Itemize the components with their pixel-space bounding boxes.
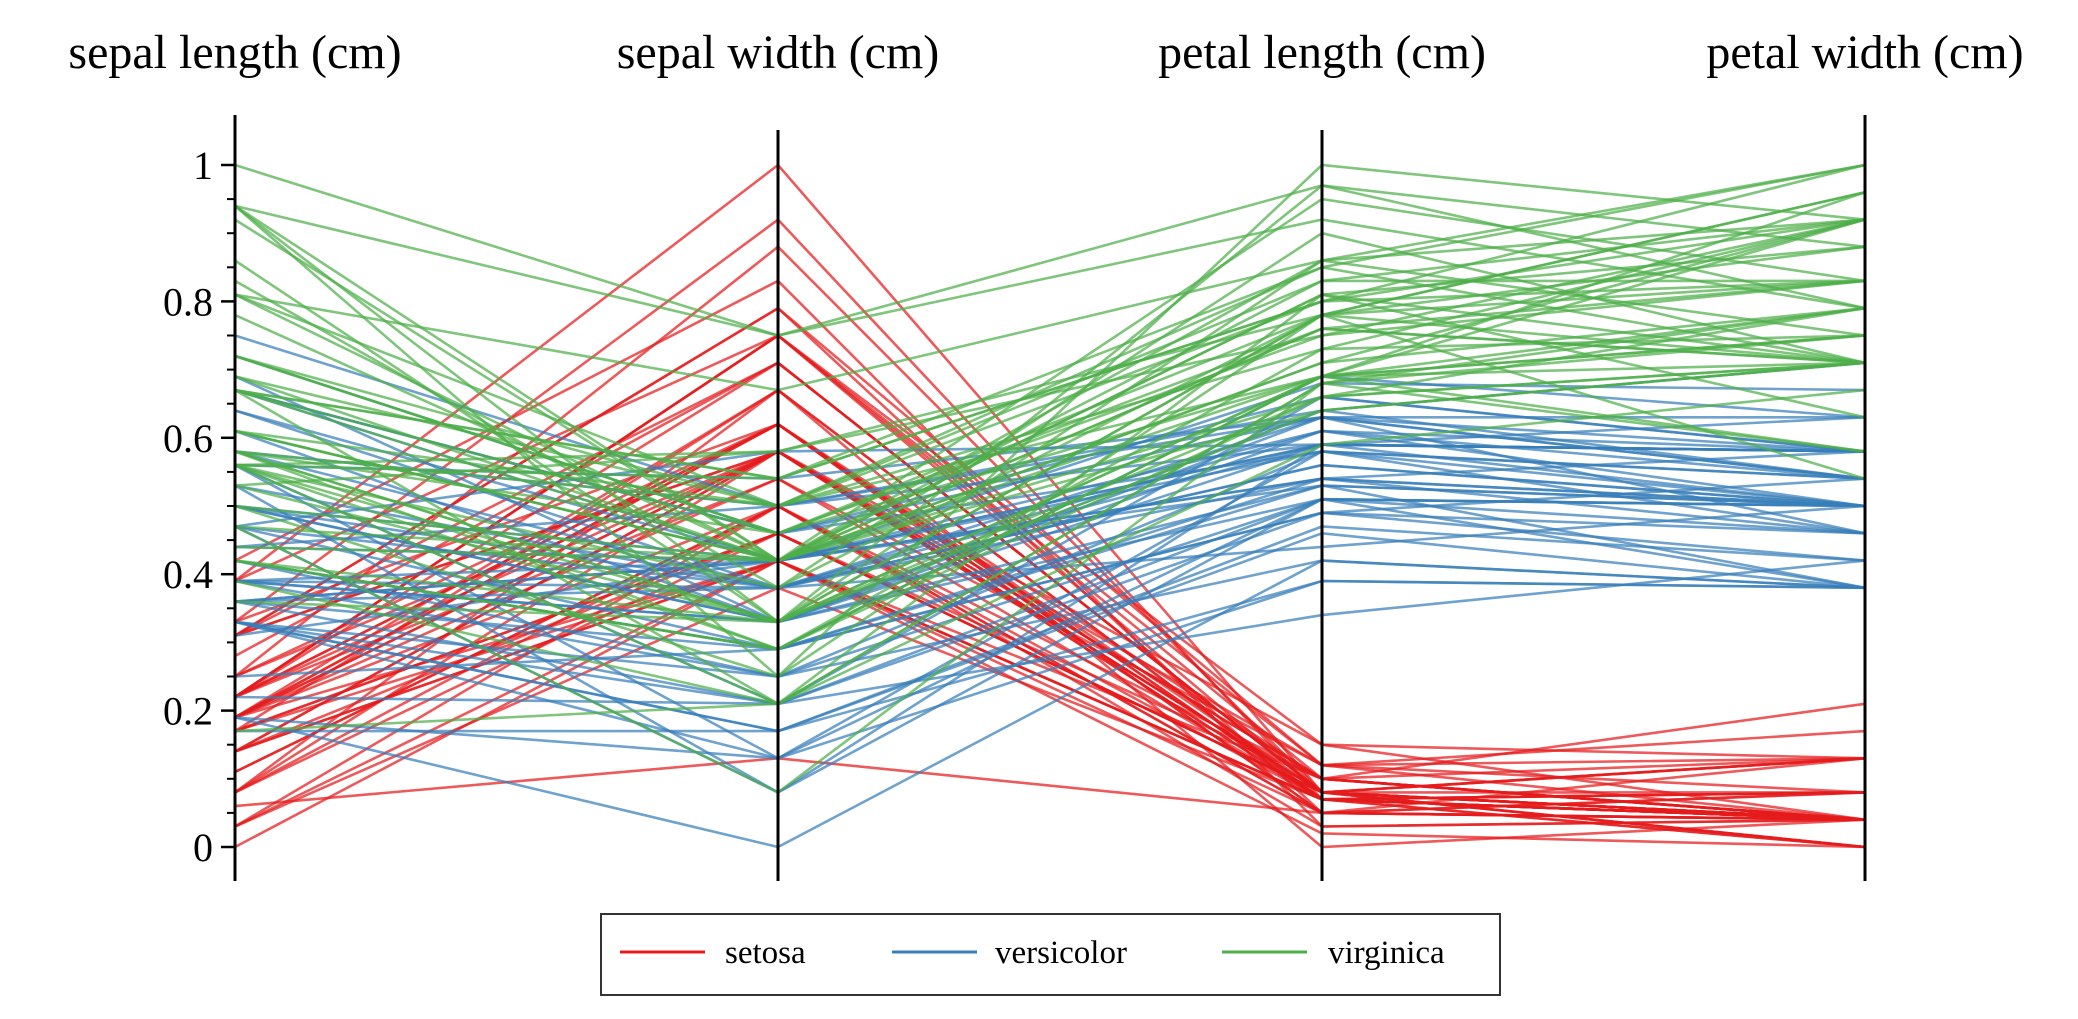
legend-label-setosa: setosa [725,935,806,971]
y-tick-label: 0.8 [163,279,213,324]
line-versicolor-43 [234,579,1866,760]
line-virginica-3 [234,313,1866,590]
line-versicolor-29 [234,559,1866,678]
line-virginica-19 [234,381,1866,794]
axis-title-petal-length: petal length (cm) [1158,26,1486,79]
line-virginica-37 [234,327,1866,535]
line-virginica-42 [234,334,1866,651]
legend-frame [600,913,1501,996]
line-virginica-41 [234,218,1866,535]
legend-label-virginica: virginica [1328,935,1445,971]
line-virginica-34 [234,313,1866,678]
y-tick-label: 0.2 [163,689,213,734]
line-versicolor-35 [234,416,1866,528]
y-tick-label: 0 [193,825,213,870]
line-virginica-46 [234,334,1866,706]
line-setosa-46 [234,333,1866,821]
line-setosa-37 [234,388,1866,849]
line-virginica-49 [234,361,1866,562]
line-virginica-48 [234,218,1866,487]
line-virginica-27 [234,361,1866,562]
line-versicolor-31 [234,531,1866,733]
line-virginica-38 [234,361,1866,562]
y-tick-label: 0.6 [163,416,213,461]
polylines-layer [234,163,1866,849]
line-virginica-21 [234,306,1866,624]
axis-title-sepal-width: sepal width (cm) [617,26,940,79]
legend: setosa versicolor virginica [600,913,1501,996]
line-virginica-25 [234,265,1866,508]
line-versicolor-45 [234,477,1866,583]
line-virginica-44 [234,163,1866,481]
line-virginica-31 [234,163,1866,337]
line-setosa-45 [234,559,1866,801]
line-virginica-22 [234,184,1866,624]
axis-titles: sepal length (cm) sepal width (cm) petal… [68,26,2023,79]
line-versicolor-49 [234,484,1866,624]
line-versicolor-19 [234,511,1866,706]
line-versicolor-39 [234,497,1866,706]
y-ticks-layer: 0 0.2 0.4 0.6 0.8 1 [163,143,235,870]
legend-label-versicolor: versicolor [995,935,1127,971]
axis-title-petal-width: petal width (cm) [1706,26,2023,79]
line-virginica-40 [234,191,1866,535]
line-setosa-48 [234,361,1866,821]
axes-layer [233,115,1867,881]
line-versicolor-34 [234,443,1866,637]
line-setosa-34 [234,531,1866,849]
line-versicolor-25 [234,409,1866,562]
y-tick-label: 1 [193,143,213,188]
axis-title-sepal-length: sepal length (cm) [68,26,401,79]
line-virginica-9 [234,163,1866,392]
line-virginica-47 [234,306,1866,562]
line-setosa-13 [234,559,1866,849]
line-virginica-17 [234,184,1866,337]
line-virginica-35 [234,204,1866,563]
line-versicolor-48 [234,559,1866,706]
y-tick-label: 0.4 [163,552,213,597]
